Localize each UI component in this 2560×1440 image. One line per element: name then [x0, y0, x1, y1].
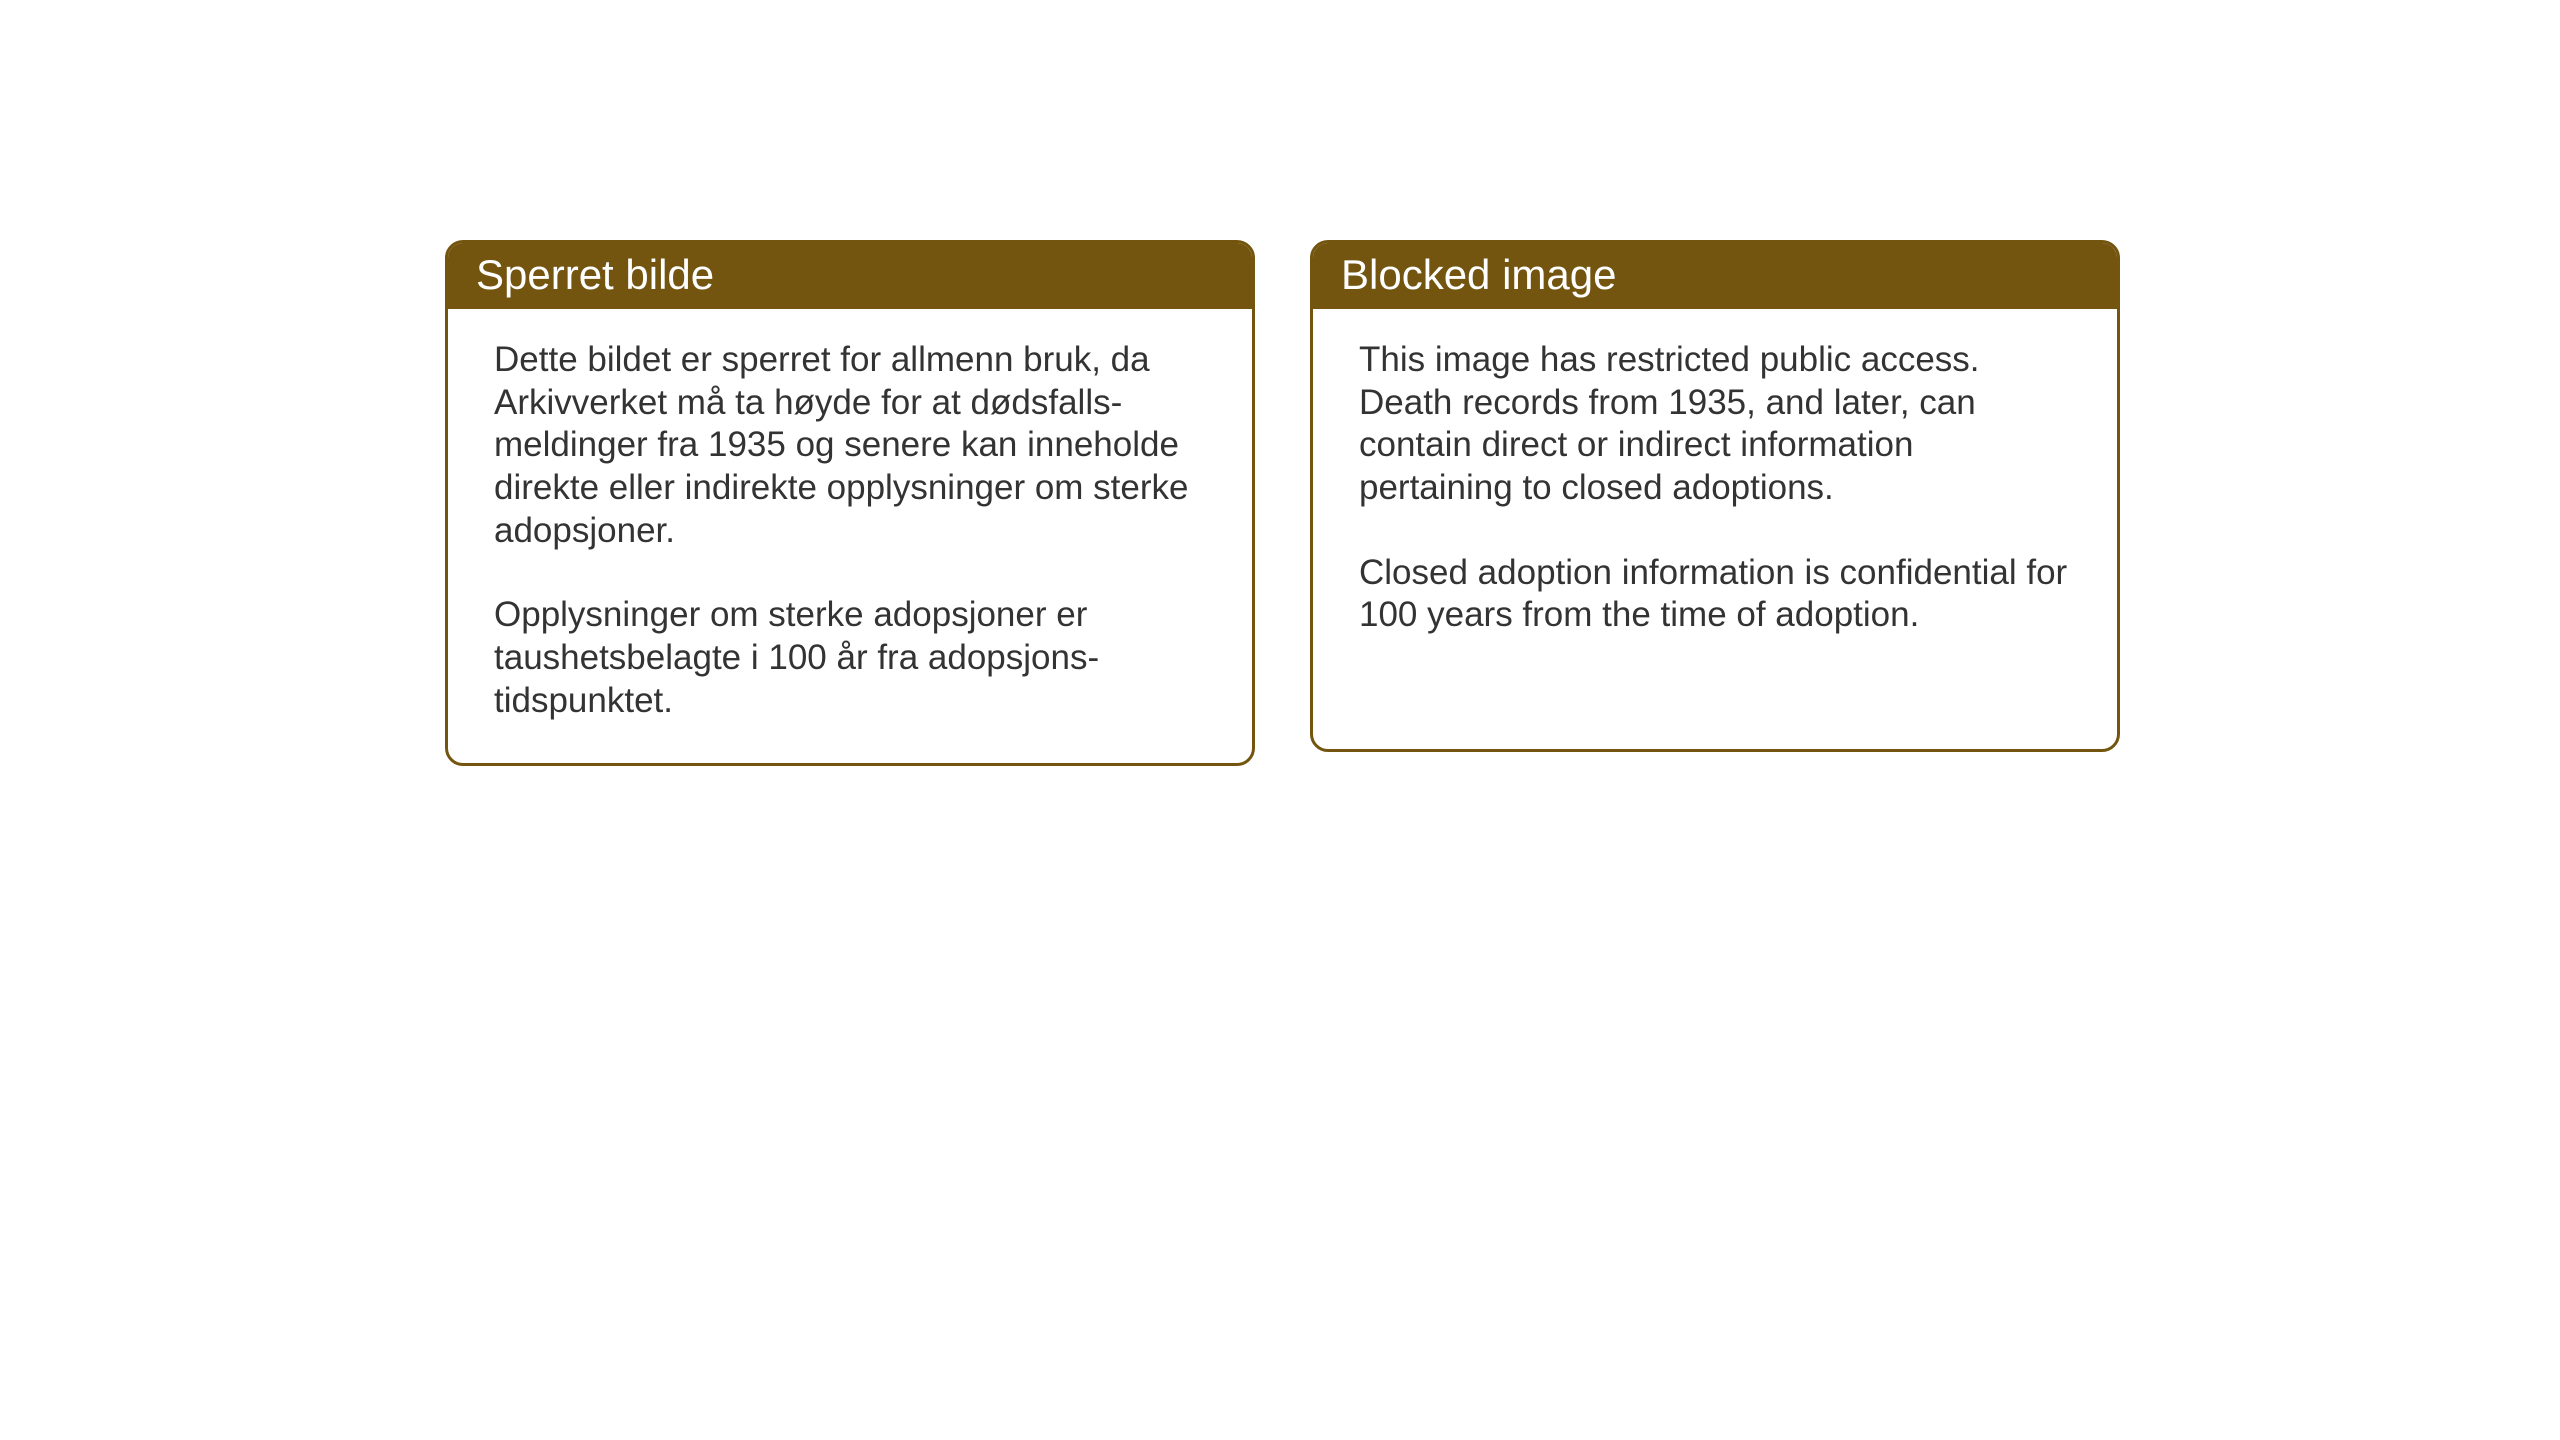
notice-paragraph: Dette bildet er sperret for allmenn bruk… [494, 339, 1206, 552]
notice-container: Sperret bilde Dette bildet er sperret fo… [445, 240, 2120, 766]
notice-header-norwegian: Sperret bilde [448, 243, 1252, 309]
notice-body-english: This image has restricted public access.… [1313, 309, 2117, 677]
notice-card-norwegian: Sperret bilde Dette bildet er sperret fo… [445, 240, 1255, 766]
notice-body-norwegian: Dette bildet er sperret for allmenn bruk… [448, 309, 1252, 763]
notice-paragraph: This image has restricted public access.… [1359, 339, 2071, 510]
notice-paragraph: Closed adoption information is confident… [1359, 552, 2071, 637]
notice-header-english: Blocked image [1313, 243, 2117, 309]
notice-paragraph: Opplysninger om sterke adopsjoner er tau… [494, 594, 1206, 722]
notice-card-english: Blocked image This image has restricted … [1310, 240, 2120, 752]
